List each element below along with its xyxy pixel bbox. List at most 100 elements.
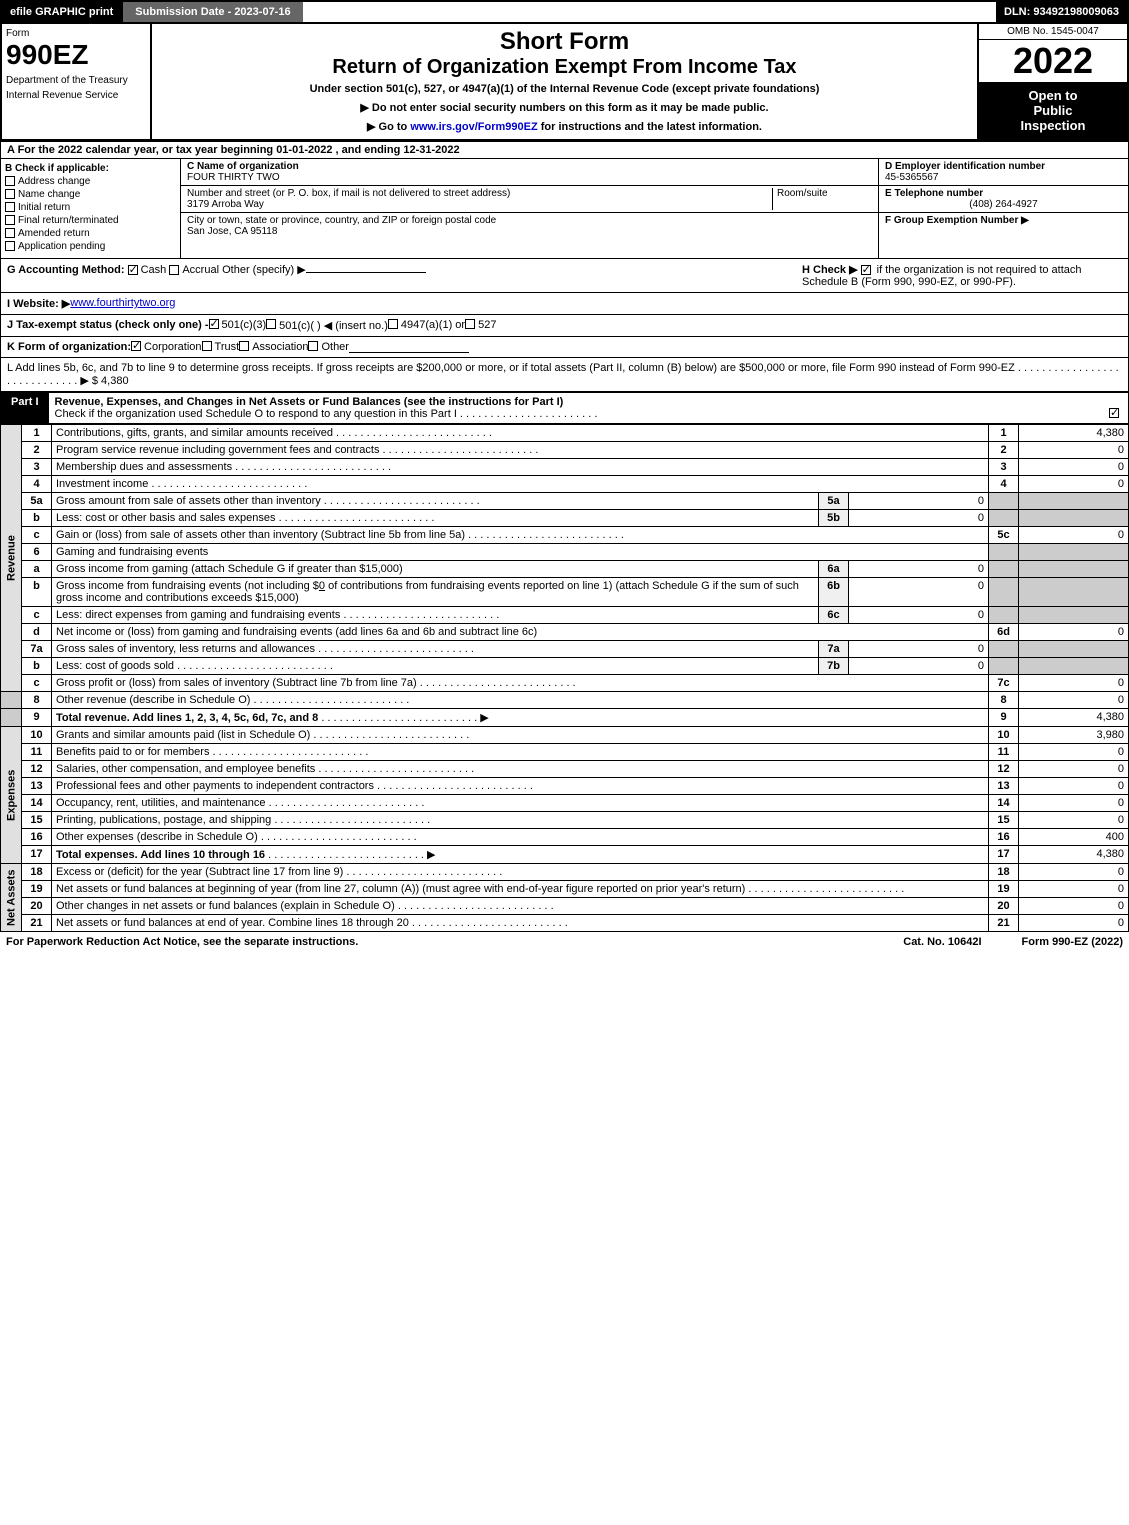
line-14: 14 Occupancy, rent, utilities, and maint… [1,795,1129,812]
website-label: I Website: ▶ [7,297,70,310]
checkbox-accrual[interactable] [169,265,179,275]
column-b-checkboxes: B Check if applicable: Address change Na… [1,159,181,258]
line-19: 19 Net assets or fund balances at beginn… [1,881,1129,898]
line-5b: b Less: cost or other basis and sales ex… [1,510,1129,527]
line-12: 12 Salaries, other compensation, and emp… [1,761,1129,778]
org-name-label: C Name of organization [187,161,872,172]
line-17: 17 Total expenses. Add lines 10 through … [1,846,1129,864]
checkbox-527[interactable] [465,319,475,329]
checkbox-amended-return[interactable] [5,228,15,238]
column-d-ein-tel: D Employer identification number 45-5365… [878,159,1128,258]
line-13: 13 Professional fees and other payments … [1,778,1129,795]
tax-year: 2022 [979,40,1127,82]
efile-print-button[interactable]: efile GRAPHIC print [2,2,121,22]
line-5a: 5a Gross amount from sale of assets othe… [1,493,1129,510]
org-name: FOUR THIRTY TWO [187,172,872,183]
line-4: 4 Investment income 4 0 [1,476,1129,493]
line-18: Net Assets 18 Excess or (deficit) for th… [1,864,1129,881]
address: 3179 Arroba Way [187,199,772,210]
part1-title: Revenue, Expenses, and Changes in Net As… [55,396,564,408]
subtitle: Under section 501(c), 527, or 4947(a)(1)… [156,83,973,95]
year-block: OMB No. 1545-0047 2022 Open to Public In… [977,24,1127,139]
line-6a: a Gross income from gaming (attach Sched… [1,561,1129,578]
line-16: 16 Other expenses (describe in Schedule … [1,829,1129,846]
col-b-title: B Check if applicable: [5,163,176,174]
instruction-2: ▶ Go to www.irs.gov/Form990EZ for instru… [156,120,973,133]
checkbox-501c[interactable] [266,319,276,329]
short-form-title: Short Form [156,28,973,56]
net-assets-vertical-label: Net Assets [1,864,22,932]
telephone: (408) 264-4927 [885,199,1122,210]
omb-number: OMB No. 1545-0047 [979,24,1127,40]
address-label: Number and street (or P. O. box, if mail… [187,188,772,199]
line-6b: b Gross income from fundraising events (… [1,578,1129,607]
website-link[interactable]: www.fourthirtytwo.org [70,297,175,310]
h-label: H Check ▶ [802,264,858,276]
irs-link[interactable]: www.irs.gov/Form990EZ [410,121,537,133]
accounting-method-label: G Accounting Method: [7,264,125,276]
checkbox-corporation[interactable] [131,341,141,351]
checkbox-name-change[interactable] [5,189,15,199]
dln: DLN: 93492198009063 [996,2,1127,22]
line-20: 20 Other changes in net assets or fund b… [1,898,1129,915]
part1-check-text: Check if the organization used Schedule … [55,408,598,420]
line-7c: c Gross profit or (loss) from sales of i… [1,675,1129,692]
line-6d: d Net income or (loss) from gaming and f… [1,624,1129,641]
ein: 45-5365567 [885,172,1122,183]
line-2: 2 Program service revenue including gove… [1,442,1129,459]
checkbox-other-org[interactable] [308,341,318,351]
form-ref: Form 990-EZ (2022) [1022,936,1123,948]
form-label: Form [6,28,146,39]
form-id-block: Form 990EZ Department of the Treasury In… [2,24,152,139]
dept-irs: Internal Revenue Service [6,90,146,101]
checkbox-schedule-o-part1[interactable] [1109,408,1119,418]
line-21: 21 Net assets or fund balances at end of… [1,915,1129,932]
checkbox-4947[interactable] [388,319,398,329]
city-state-zip: San Jose, CA 95118 [187,226,496,237]
checkbox-schedule-b[interactable] [861,265,871,275]
page-footer: For Paperwork Reduction Act Notice, see … [0,932,1129,952]
instruction-1: ▶ Do not enter social security numbers o… [156,101,973,114]
checkbox-application-pending[interactable] [5,241,15,251]
part1-label: Part I [1,393,49,423]
section-a-tax-year: A For the 2022 calendar year, or tax yea… [0,141,1129,159]
line-1: Revenue 1 Contributions, gifts, grants, … [1,425,1129,442]
room-suite-label: Room/suite [772,188,872,210]
form-org-label: K Form of organization: [7,341,131,353]
checkbox-address-change[interactable] [5,176,15,186]
meta-g-h: G Accounting Method: Cash Accrual Other … [0,259,1129,293]
expenses-vertical-label: Expenses [1,727,22,864]
checkbox-501c3[interactable] [209,319,219,329]
ein-label: D Employer identification number [885,161,1122,172]
checkbox-cash[interactable] [128,265,138,275]
form-title-block: Short Form Return of Organization Exempt… [152,24,977,139]
paperwork-notice: For Paperwork Reduction Act Notice, see … [6,936,358,948]
meta-j-tax-exempt: J Tax-exempt status (check only one) - 5… [0,315,1129,337]
revenue-vertical-label: Revenue [1,425,22,692]
line-7a: 7a Gross sales of inventory, less return… [1,641,1129,658]
line-9: 9 Total revenue. Add lines 1, 2, 3, 4, 5… [1,709,1129,727]
part1-header-row: Part I Revenue, Expenses, and Changes in… [0,392,1129,424]
group-exemption-label: F Group Exemption Number ▶ [885,215,1122,226]
line-3: 3 Membership dues and assessments 3 0 [1,459,1129,476]
part1-table: Revenue 1 Contributions, gifts, grants, … [0,424,1129,932]
line-10: Expenses 10 Grants and similar amounts p… [1,727,1129,744]
return-title: Return of Organization Exempt From Incom… [156,56,973,79]
column-c-org-info: C Name of organization FOUR THIRTY TWO N… [181,159,878,258]
meta-i-website: I Website: ▶ www.fourthirtytwo.org [0,293,1129,315]
line-6c: c Less: direct expenses from gaming and … [1,607,1129,624]
line-5c: c Gain or (loss) from sale of assets oth… [1,527,1129,544]
info-grid: B Check if applicable: Address change Na… [0,159,1129,259]
tax-exempt-label: J Tax-exempt status (check only one) - [7,319,209,332]
line-11: 11 Benefits paid to or for members 11 0 [1,744,1129,761]
top-bar: efile GRAPHIC print Submission Date - 20… [0,0,1129,24]
form-number: 990EZ [6,39,146,71]
checkbox-association[interactable] [239,341,249,351]
checkbox-initial-return[interactable] [5,202,15,212]
checkbox-trust[interactable] [202,341,212,351]
meta-l-gross-receipts: L Add lines 5b, 6c, and 7b to line 9 to … [0,358,1129,392]
meta-k-form-org: K Form of organization: Corporation Trus… [0,337,1129,358]
city-label: City or town, state or province, country… [187,215,496,226]
line-7b: b Less: cost of goods sold 7b 0 [1,658,1129,675]
checkbox-final-return[interactable] [5,215,15,225]
